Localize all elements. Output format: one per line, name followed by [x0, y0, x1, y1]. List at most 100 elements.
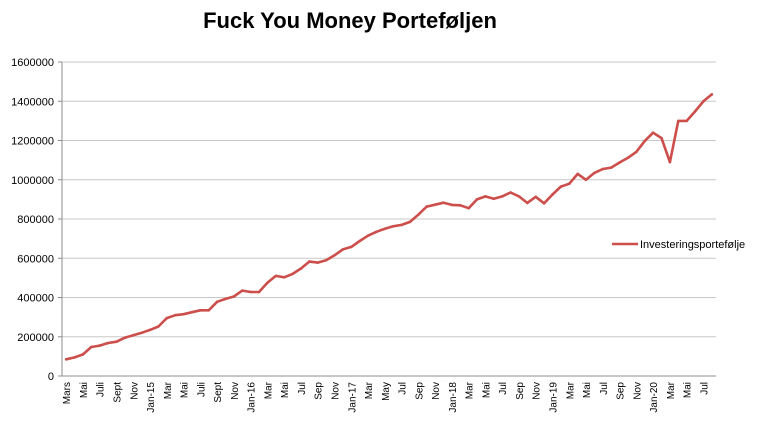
y-tick-label: 400000 — [17, 293, 54, 305]
data-point — [618, 161, 621, 164]
data-point — [408, 220, 412, 224]
data-point — [467, 206, 471, 210]
data-point — [668, 160, 672, 164]
data-point — [291, 272, 294, 276]
x-tick-label: Jan-19 — [549, 382, 560, 413]
x-tick-label: Nov — [632, 382, 643, 400]
series-layer — [64, 93, 714, 361]
series-line — [64, 93, 714, 361]
data-point — [266, 281, 269, 285]
x-tick-label: Nov — [129, 382, 140, 400]
x-tick-label: Mar — [465, 381, 476, 399]
data-point — [400, 223, 403, 227]
data-point — [199, 309, 202, 312]
x-tick-label: Jul — [699, 382, 710, 395]
data-point — [442, 201, 445, 204]
data-point — [375, 230, 378, 234]
x-tick-label: Sep — [616, 382, 627, 400]
data-point — [299, 267, 303, 270]
x-tick-label: Nov — [331, 382, 342, 400]
data-point — [584, 178, 588, 182]
data-point — [693, 110, 697, 113]
data-point — [282, 276, 286, 279]
data-point — [81, 353, 85, 356]
data-point — [651, 131, 655, 134]
data-point — [643, 139, 646, 143]
data-point — [241, 289, 244, 292]
y-tick-label: 600000 — [17, 253, 54, 265]
data-point — [425, 205, 429, 208]
x-tick-label: Mar — [163, 381, 174, 399]
data-point — [433, 203, 437, 206]
x-tick-label: Jul — [297, 382, 308, 395]
data-point — [358, 239, 362, 243]
data-point — [551, 193, 554, 196]
x-tick-label: Nov — [431, 382, 442, 400]
data-point — [64, 358, 68, 361]
y-tick-label: 200000 — [17, 332, 54, 344]
x-tick-label: Mai — [481, 382, 492, 398]
x-tick-label: Mar — [263, 381, 274, 399]
x-tick-label: Mar — [364, 381, 375, 399]
data-point — [90, 345, 93, 349]
data-point — [626, 156, 630, 160]
x-tick-label: Juli — [96, 382, 107, 397]
data-point — [232, 295, 236, 298]
y-tick-label: 1600000 — [11, 57, 54, 69]
x-tick-label: Sept — [113, 382, 124, 403]
y-tick-label: 1000000 — [11, 175, 54, 187]
data-point — [475, 198, 479, 201]
data-point — [660, 136, 663, 140]
x-tick-label: Jan-20 — [649, 382, 660, 413]
data-point — [677, 119, 680, 123]
data-point — [324, 258, 328, 262]
data-point — [710, 93, 714, 96]
y-tick-label: 800000 — [17, 214, 54, 226]
gridlines — [62, 61, 716, 338]
data-point — [492, 197, 496, 201]
x-tick-label: Jul — [498, 382, 509, 395]
x-tick-label: Sep — [314, 382, 325, 400]
data-point — [350, 245, 353, 249]
data-point — [484, 195, 487, 198]
data-point — [308, 260, 311, 263]
data-point — [526, 201, 529, 205]
data-point — [115, 340, 118, 344]
x-tick-label: Nov — [532, 382, 543, 400]
data-point — [534, 195, 537, 199]
data-point — [207, 309, 210, 312]
data-point — [106, 341, 110, 345]
data-point — [685, 119, 688, 123]
data-point — [517, 195, 521, 198]
legend-label: Investeringsportefølje — [640, 239, 745, 251]
data-point — [140, 331, 143, 335]
x-tick-label: Jan-15 — [146, 382, 157, 413]
y-tick-label: 1400000 — [11, 96, 54, 108]
x-tick-label: Sep — [414, 382, 425, 400]
x-tick-label: Sep — [515, 382, 526, 400]
data-point — [98, 344, 101, 347]
x-tick-label: Mar — [565, 381, 576, 399]
y-tick-label: 0 — [48, 371, 54, 383]
data-point — [132, 333, 135, 337]
data-point — [274, 274, 278, 278]
data-point — [702, 100, 705, 103]
data-point — [459, 204, 462, 207]
data-point — [182, 312, 185, 316]
x-tick-label: Mai — [79, 382, 90, 398]
y-tick-label: 1200000 — [11, 136, 54, 148]
data-point — [366, 234, 370, 237]
data-point — [568, 182, 571, 185]
data-point — [257, 290, 261, 294]
x-tick-label: Jul — [599, 382, 610, 395]
data-point — [123, 336, 127, 340]
x-tick-label: Jul — [398, 382, 409, 395]
data-point — [333, 254, 336, 257]
data-point — [316, 261, 320, 264]
x-tick-label: Mai — [280, 382, 291, 398]
x-tick-label: Jan-17 — [347, 382, 358, 413]
data-point — [215, 300, 219, 304]
x-tick-label: Mars — [62, 382, 73, 404]
data-point — [593, 171, 596, 175]
